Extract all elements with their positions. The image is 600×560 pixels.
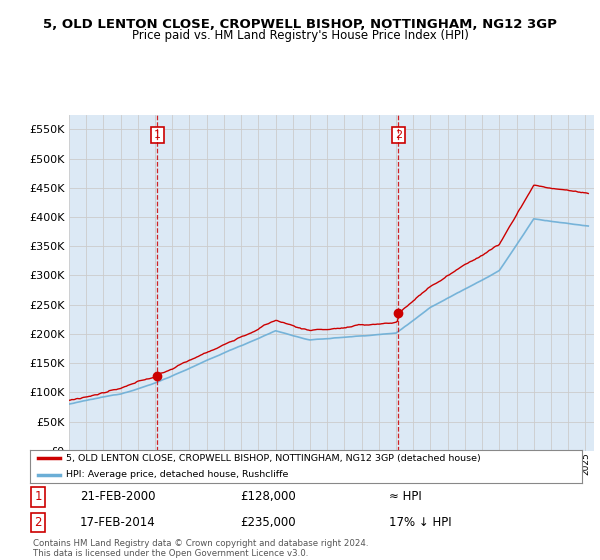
Text: 2: 2: [395, 130, 402, 140]
Text: Price paid vs. HM Land Registry's House Price Index (HPI): Price paid vs. HM Land Registry's House …: [131, 29, 469, 42]
Text: 17-FEB-2014: 17-FEB-2014: [80, 516, 155, 529]
Text: 21-FEB-2000: 21-FEB-2000: [80, 491, 155, 503]
Text: 5, OLD LENTON CLOSE, CROPWELL BISHOP, NOTTINGHAM, NG12 3GP (detached house): 5, OLD LENTON CLOSE, CROPWELL BISHOP, NO…: [66, 454, 481, 463]
Text: Contains HM Land Registry data © Crown copyright and database right 2024.
This d: Contains HM Land Registry data © Crown c…: [33, 539, 368, 558]
Text: 1: 1: [154, 130, 161, 140]
Text: HPI: Average price, detached house, Rushcliffe: HPI: Average price, detached house, Rush…: [66, 470, 288, 479]
Text: 17% ↓ HPI: 17% ↓ HPI: [389, 516, 451, 529]
Text: £128,000: £128,000: [240, 491, 296, 503]
Text: 5, OLD LENTON CLOSE, CROPWELL BISHOP, NOTTINGHAM, NG12 3GP: 5, OLD LENTON CLOSE, CROPWELL BISHOP, NO…: [43, 18, 557, 31]
Text: 1: 1: [35, 491, 42, 503]
Text: 2: 2: [35, 516, 42, 529]
Text: ≈ HPI: ≈ HPI: [389, 491, 422, 503]
Text: £235,000: £235,000: [240, 516, 295, 529]
